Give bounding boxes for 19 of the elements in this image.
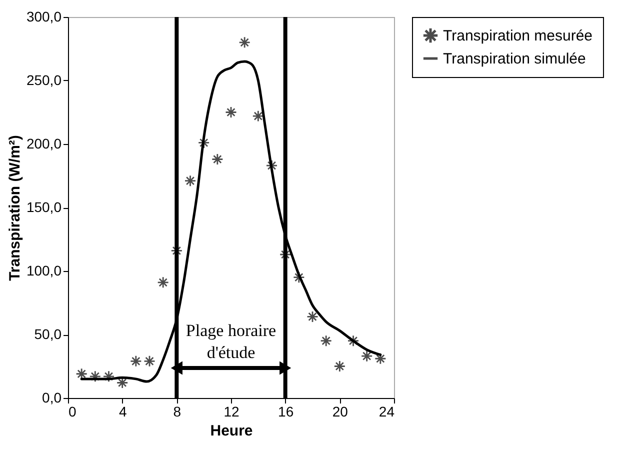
annotation: Plage horaire d'étude — [186, 321, 276, 362]
legend-label: Transpiration simulée — [443, 50, 586, 68]
x-tick-label: 24 — [378, 404, 395, 420]
x-tick-label: 16 — [278, 404, 294, 420]
x-tick-label: 12 — [224, 404, 240, 420]
y-axis-title: Transpiration (W/m²) — [6, 135, 24, 281]
y-tick-label: 0,0 — [42, 390, 62, 406]
x-tick-label: 8 — [173, 404, 182, 420]
x-tick-label: 20 — [332, 404, 348, 420]
x-axis-title: Heure — [210, 422, 253, 440]
x-tick-label: 0 — [68, 404, 76, 420]
y-tick-label: 300,0 — [26, 8, 62, 24]
y-tick-label: 250,0 — [26, 72, 62, 88]
y-tick-label: 100,0 — [26, 262, 62, 278]
x-tick-label: 4 — [118, 404, 127, 420]
y-tick-label: 50,0 — [34, 326, 62, 342]
legend-label: Transpiration mesurée — [443, 28, 593, 44]
y-tick-label: 150,0 — [26, 199, 62, 215]
y-tick-label: 200,0 — [26, 136, 62, 152]
